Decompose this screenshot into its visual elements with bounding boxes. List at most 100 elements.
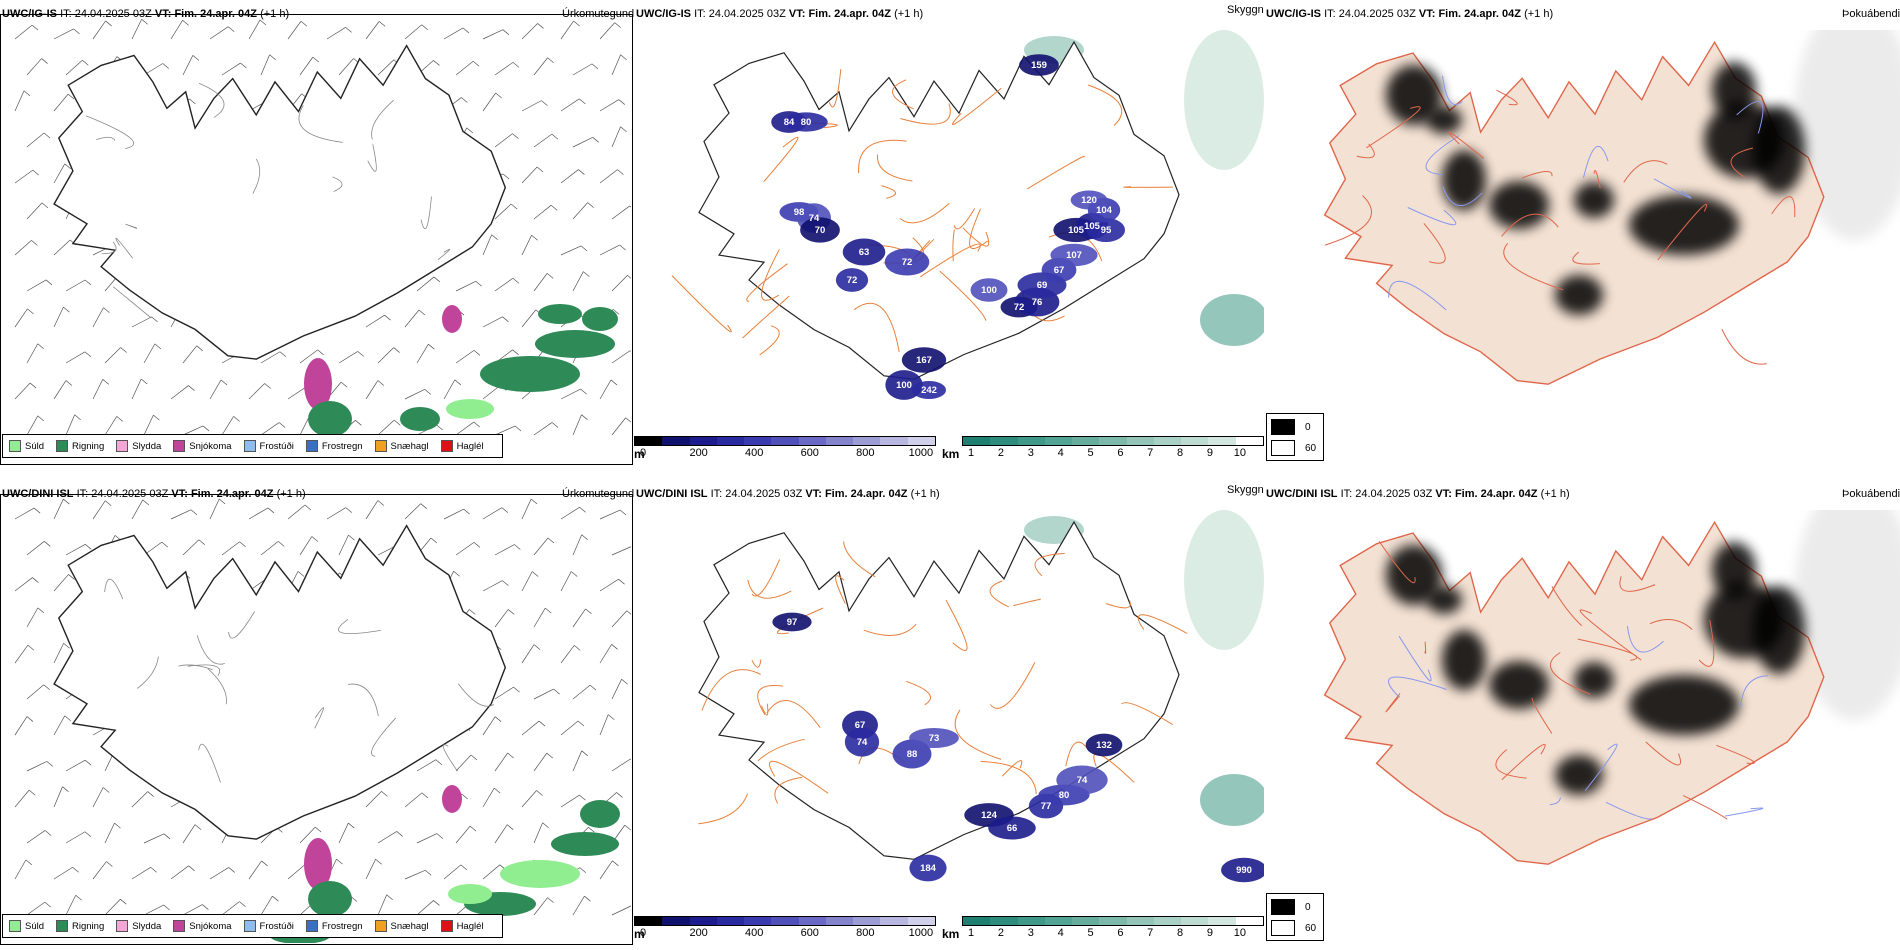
colorbar-tick: 6 <box>1117 927 1124 939</box>
colorbar-tick: 4 <box>1057 447 1064 459</box>
colorbar-step <box>990 917 1018 925</box>
colorbar-step <box>744 437 772 445</box>
precip-type-panel-row1: UWC/IG-IS IT: 24.04.2025 03Z VT: Fim. 24… <box>0 0 634 470</box>
colorbar-tick: 600 <box>800 927 819 939</box>
legend-item: Snjókoma <box>173 920 232 932</box>
fog-legend-row: 60 <box>1271 440 1319 456</box>
legend-swatch <box>374 440 387 452</box>
legend-label: Slydda <box>132 440 162 452</box>
colorbar-tick: 1000 <box>908 447 934 459</box>
legend-label: Slydda <box>132 920 162 932</box>
colorbar-step <box>1017 437 1045 445</box>
fog-legend-row: 0 <box>1271 419 1319 435</box>
visibility-unit: km <box>942 927 960 941</box>
visibility-value: 88 <box>907 749 918 760</box>
legend-item: Frostúði <box>243 440 294 452</box>
visibility-colorbar: 1 2 3 4 5 6 7 8 9 10 <box>962 436 1264 460</box>
colorbar-tick: 7 <box>1147 447 1154 459</box>
colorbar-step <box>662 437 690 445</box>
panel-header: UWC/IG-IS IT: 24.04.2025 03Z VT: Fim. 24… <box>636 8 924 20</box>
visibility-value: 69 <box>1037 280 1048 291</box>
colorbar-step <box>662 917 690 925</box>
colorbar-step <box>1153 437 1182 445</box>
legend-item: Haglél <box>440 440 484 452</box>
colorbar-step <box>853 437 881 445</box>
colorbar-tick: 4 <box>1057 927 1064 939</box>
fog-legend-row: 60 <box>1271 920 1319 936</box>
colorbar-step <box>1181 437 1209 445</box>
fog-legend-swatch <box>1271 419 1295 435</box>
colorbar-tick: 10 <box>1233 927 1246 939</box>
fog-legend-label: 0 <box>1305 421 1311 433</box>
visibility-value: 105 <box>1084 221 1101 232</box>
colorbar-step <box>1235 917 1263 925</box>
iceland-map <box>14 18 631 437</box>
legend-swatch <box>243 440 256 452</box>
colorbar-step <box>1044 437 1073 445</box>
visibility-value: 67 <box>855 720 866 731</box>
cloud-base-colorbar: 0 200 400 600 800 1000 <box>634 436 936 460</box>
legend-label: Frostregn <box>321 920 363 932</box>
fog-legend-row: 0 <box>1271 899 1319 915</box>
panel-header: UWC/DINI ISL IT: 24.04.2025 03Z VT: Fim.… <box>1266 488 1570 500</box>
legend-swatch <box>173 920 186 932</box>
legend-swatch <box>9 440 21 452</box>
legend-item: Haglél <box>440 920 484 932</box>
visibility-unit: km <box>942 447 960 461</box>
visibility-value: 100 <box>981 285 997 296</box>
colorbar-step <box>771 437 799 445</box>
colorbar-tick: 0 <box>639 447 647 459</box>
visibility-colorbar: 1 2 3 4 5 6 7 8 9 10 <box>962 916 1264 940</box>
colorbar-tick: 8 <box>1177 927 1184 939</box>
colorbar-step <box>689 437 717 445</box>
legend-item: Slydda <box>116 920 161 932</box>
colorbar-step <box>1017 917 1045 925</box>
fog-legend: 0 60 <box>1266 893 1324 941</box>
visibility-value: 104 <box>1096 205 1113 216</box>
colorbar-tick: 200 <box>689 927 708 939</box>
colorbar-tick: 400 <box>745 447 764 459</box>
visibility-value: 98 <box>794 207 805 218</box>
legend-label: Snjókoma <box>189 440 232 452</box>
legend-swatch <box>56 920 69 932</box>
colorbar-step <box>1181 917 1209 925</box>
visibility-value: 63 <box>859 247 870 258</box>
colorbar-tick: 9 <box>1206 927 1214 939</box>
legend-item: Súld <box>9 920 44 932</box>
legend-label: Haglél <box>456 920 484 932</box>
visibility-value: 990 <box>1236 865 1252 876</box>
colorbar-tick: 2 <box>997 447 1004 459</box>
visibility-value: 72 <box>1014 302 1025 313</box>
cloud-base-unit: m <box>634 447 645 461</box>
fog-legend-label: 60 <box>1305 442 1317 454</box>
visibility-value: 70 <box>815 225 826 236</box>
legend-swatch <box>440 920 453 932</box>
legend-item: Snjókoma <box>173 440 232 452</box>
fog-legend-swatch <box>1271 440 1295 456</box>
visibility-value: 80 <box>1059 790 1070 801</box>
panel-header: UWC/IG-IS IT: 24.04.2025 03Z VT: Fim. 24… <box>1266 8 1554 20</box>
iceland-map <box>14 498 631 943</box>
legend-item: Frostregn <box>305 920 363 932</box>
legend-swatch <box>116 920 129 932</box>
legend-item: Rigning <box>56 920 104 932</box>
colorbar-step <box>825 437 854 445</box>
colorbar-tick: 400 <box>745 927 764 939</box>
visibility-value: 159 <box>1031 60 1047 71</box>
visibility-value: 84 <box>784 117 795 128</box>
colorbar-step <box>635 917 663 925</box>
colorbar-step <box>963 437 991 445</box>
colorbar-step <box>1208 437 1236 445</box>
legend-swatch <box>56 440 69 452</box>
legend-label: Haglél <box>456 440 484 452</box>
colorbar-tick: 3 <box>1027 927 1034 939</box>
colorbar-step <box>689 917 717 925</box>
fog-legend-swatch <box>1271 899 1295 915</box>
legend-item: Snæhagl <box>374 920 429 932</box>
legend-swatch <box>116 440 129 452</box>
precip-type-panel-row2: UWC/DINI ISL IT: 24.04.2025 03Z VT: Fim.… <box>0 480 634 950</box>
visibility-value: 74 <box>1077 775 1088 786</box>
visibility-panel-row1: UWC/IG-IS IT: 24.04.2025 03Z VT: Fim. 24… <box>634 0 1264 470</box>
colorbar-step <box>1126 437 1154 445</box>
iceland-map: 97 67 74 88 73 124 66 77 80 74 132 990 184 <box>698 510 1264 883</box>
